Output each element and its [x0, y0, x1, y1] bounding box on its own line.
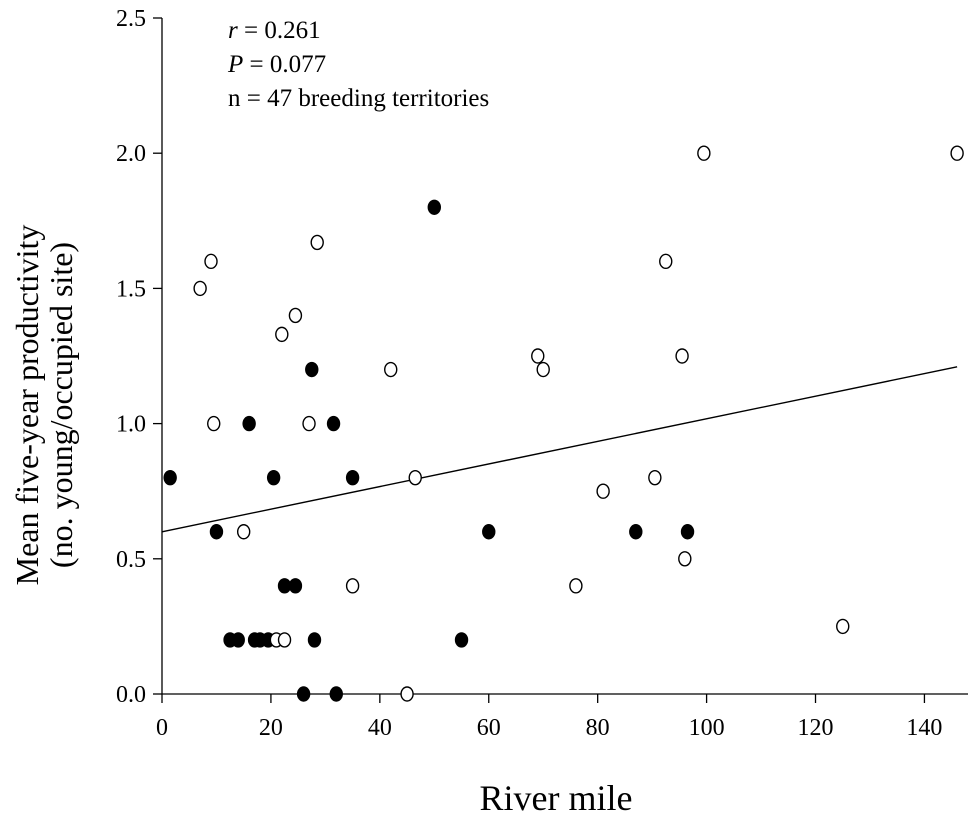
x-tick-label: 140: [906, 715, 942, 741]
data-point-filled: [629, 524, 643, 540]
data-point-filled: [427, 199, 441, 215]
x-tick-label: 0: [156, 715, 168, 741]
data-point-filled: [326, 415, 341, 432]
y-axis-title-line2: (no. young/occupied site): [43, 242, 79, 568]
data-point-open: [697, 145, 711, 161]
data-point-open: [204, 253, 218, 270]
x-tick-label: 20: [259, 715, 283, 741]
data-point-open: [275, 326, 289, 343]
data-point-open: [193, 280, 207, 297]
y-axis-title-line1: Mean five-year productivity: [9, 225, 45, 586]
data-point-open: [531, 348, 545, 364]
data-point-filled: [307, 632, 322, 648]
data-point-filled: [329, 686, 343, 702]
data-point-open: [288, 307, 303, 324]
data-point-open: [950, 145, 964, 161]
data-point-filled: [163, 469, 177, 486]
regression-line: [161, 366, 958, 533]
data-point-open: [277, 632, 292, 648]
data-point-open: [678, 551, 692, 567]
data-point-open: [659, 253, 673, 270]
data-point-open: [302, 415, 316, 432]
data-point-filled: [242, 415, 256, 432]
data-point-open: [836, 618, 850, 635]
data-point-open: [310, 234, 324, 251]
data-point-filled: [454, 632, 469, 648]
data-point-filled: [288, 578, 303, 594]
data-point-open: [569, 578, 583, 594]
data-marks: [161, 145, 964, 702]
data-point-open: [384, 361, 398, 378]
x-tick-label: 60: [477, 715, 501, 741]
data-point-open: [648, 469, 662, 486]
data-point-open: [400, 686, 414, 702]
annotation-n: n = 47 breeding territories: [228, 85, 489, 112]
data-point-filled: [231, 632, 245, 648]
y-tick-label: 0.5: [116, 547, 146, 573]
y-tick-label: 2.0: [116, 141, 146, 167]
y-tick-label: 1.0: [116, 412, 146, 438]
data-point-filled: [209, 524, 224, 540]
x-axis-title: River mile: [480, 778, 633, 818]
x-tick-label: 100: [689, 715, 725, 741]
annotation-r: r = 0.261: [228, 17, 321, 44]
data-point-filled: [482, 524, 496, 540]
data-point-open: [207, 415, 221, 432]
x-tick-label: 40: [368, 715, 392, 741]
data-point-open: [675, 348, 689, 364]
y-tick-label: 2.5: [116, 6, 146, 32]
y-tick-label: 0.0: [116, 682, 146, 708]
data-point-filled: [345, 469, 360, 486]
data-point-filled: [266, 469, 281, 486]
axes: 0 20 40 60 80 100 120 140 0.0 0.5 1.0 1.5 2.0 2.5: [116, 6, 968, 741]
data-point-filled: [680, 524, 695, 540]
data-point-open: [236, 524, 251, 540]
y-tick-label: 1.5: [116, 276, 146, 302]
x-tick-label: 80: [586, 715, 610, 741]
x-tick-label: 120: [798, 715, 834, 741]
data-point-open: [345, 578, 360, 594]
annotation-p: P = 0.077: [227, 51, 326, 78]
data-point-open: [536, 361, 550, 378]
data-point-filled: [305, 361, 319, 378]
data-point-filled: [296, 686, 311, 702]
data-point-open: [596, 483, 610, 499]
data-point-open: [408, 469, 422, 486]
